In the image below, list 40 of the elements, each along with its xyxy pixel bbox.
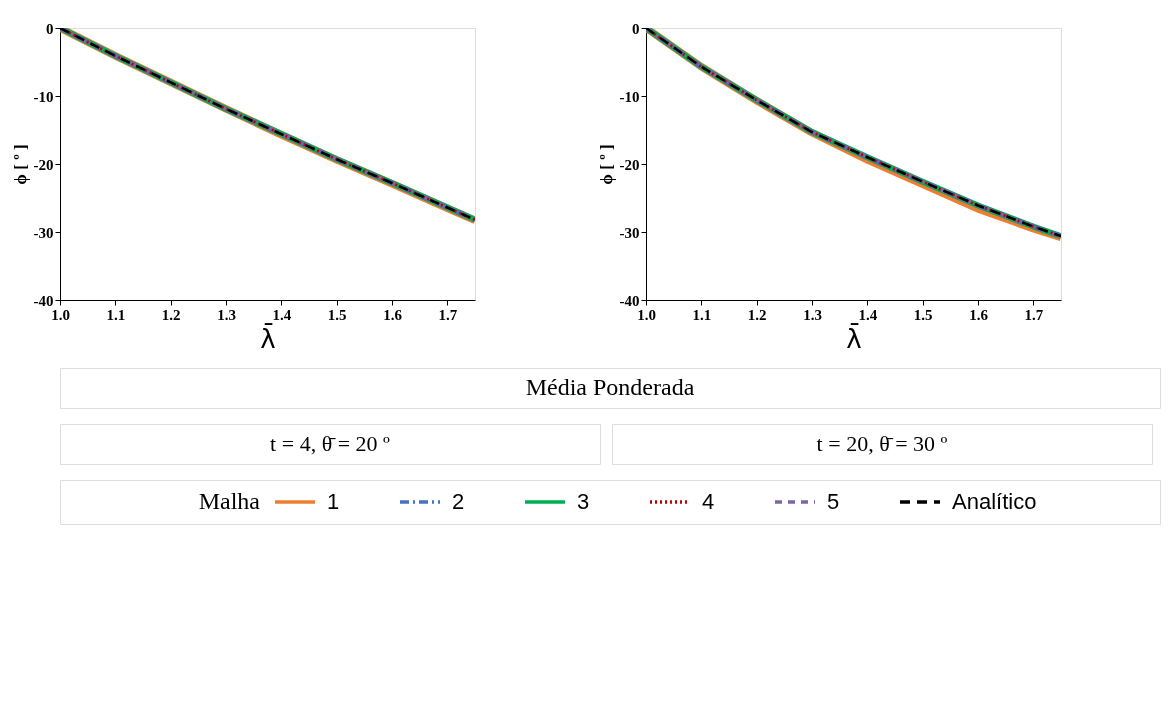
legend-label: 1 [327,489,340,514]
x-tick-label: 1.0 [51,306,70,323]
x-tick-label: 1.3 [803,306,822,323]
x-tick-label: 1.0 [637,306,656,323]
x-tick-label: 1.1 [106,306,126,323]
x-tick-label: 1.5 [913,306,933,323]
legend-label: 4 [702,489,715,514]
legend-label: Analítico [952,489,1037,514]
x-tick-label: 1.6 [383,306,403,323]
y-tick-label: -40 [33,292,54,309]
text: t = 4, θ̄ = 20 º [270,431,391,456]
y-tick-label: -20 [619,156,640,173]
y-tick-label: -40 [619,292,640,309]
x-tick-label: 1.3 [217,306,236,323]
y-tick-label: -20 [33,156,54,173]
x-tick-label: 1.6 [969,306,989,323]
x-tick-label: 1.4 [272,306,292,323]
x-tick-label: 1.7 [1024,306,1044,323]
x-axis-title: λ̄ [846,322,862,354]
x-tick-label: 1.5 [327,306,347,323]
legend-label: 5 [827,489,840,514]
y-tick-label: -30 [33,224,54,241]
x-tick-label: 1.2 [161,306,181,323]
y-tick-label: -10 [33,88,54,105]
legend-label: 2 [452,489,465,514]
y-axis-title: ϕ [ º ] [596,144,616,185]
text: t = 20, θ̄ = 30 º [816,431,948,456]
y-tick-label: 0 [46,20,54,37]
y-axis-title: ϕ [ º ] [10,144,30,185]
x-tick-label: 1.4 [858,306,878,323]
x-tick-label: 1.2 [747,306,767,323]
x-tick-label: 1.1 [692,306,712,323]
y-tick-label: 0 [632,20,640,37]
legend-title: Malha [198,488,261,514]
legend-label: 3 [577,489,590,514]
y-tick-label: -30 [619,224,640,241]
x-axis-title: λ̄ [260,322,276,354]
x-tick-label: 1.7 [438,306,458,323]
y-tick-label: -10 [619,88,640,105]
text: Média Ponderada [525,374,695,400]
